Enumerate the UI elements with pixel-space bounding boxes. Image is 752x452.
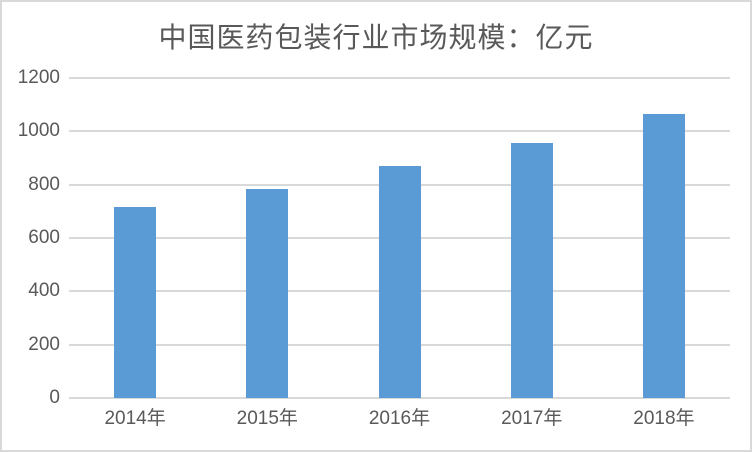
x-tick-label-2015年: 2015年 xyxy=(236,408,298,429)
bars-layer xyxy=(69,78,730,398)
bar-2017年 xyxy=(510,142,553,398)
y-tick-label-0: 0 xyxy=(49,387,60,408)
x-tick-label-2018年: 2018年 xyxy=(633,408,695,429)
x-tick-label-2014年: 2014年 xyxy=(104,408,166,429)
gridline-1200 xyxy=(69,77,730,79)
x-tick-label-2017年: 2017年 xyxy=(501,408,563,429)
gridline-0 xyxy=(69,397,730,399)
bar-2014年 xyxy=(114,207,157,398)
y-tick-label-1000: 1000 xyxy=(17,120,60,142)
gridline-1000 xyxy=(69,130,730,133)
plot-area xyxy=(69,77,730,399)
y-axis: 0 200 400 600 800 1000 1200 xyxy=(2,68,60,408)
bar-2018年 xyxy=(642,114,685,398)
y-tick-label-400: 400 xyxy=(28,280,60,302)
y-tick-label-800: 800 xyxy=(28,173,60,195)
bar-2015年 xyxy=(246,188,289,398)
y-tick-label-200: 200 xyxy=(28,333,60,355)
bar-2016年 xyxy=(378,166,421,398)
x-tick-label-2016年: 2016年 xyxy=(368,408,431,429)
y-tick-label-1200: 1200 xyxy=(17,67,60,88)
chart-title: 中国医药包装行业市场规模：亿元 xyxy=(158,22,594,53)
y-tick-label-600: 600 xyxy=(28,227,60,248)
x-axis: 2014年 2015年 2016年 2017年 2018年 xyxy=(69,406,730,432)
